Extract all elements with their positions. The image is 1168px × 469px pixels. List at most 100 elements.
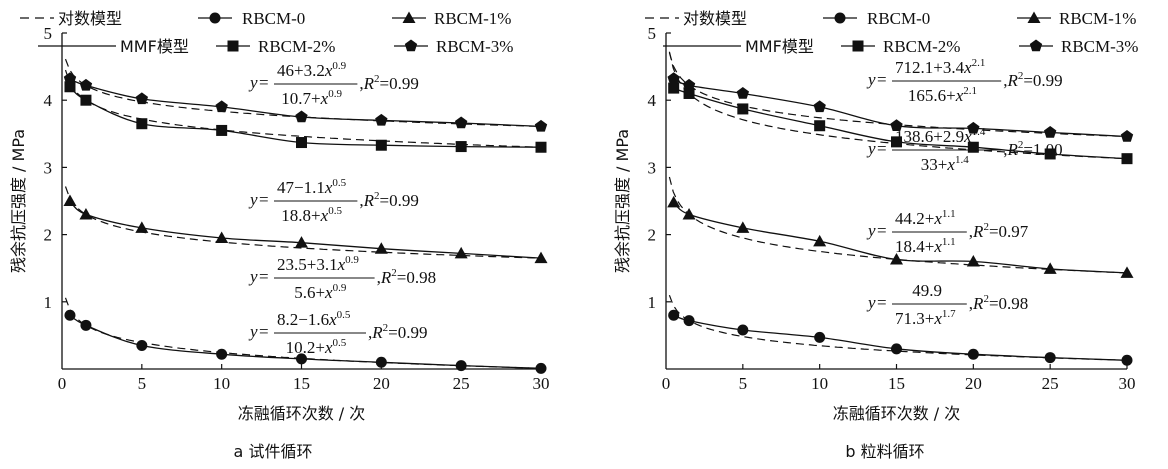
data-point-square [375, 139, 387, 151]
fit-equation: y = 47−1.1x0.5 18.8+x0.5 ,R2=0.99 [248, 177, 419, 225]
legend-s3-label: RBCM-3% [436, 37, 513, 56]
y-tick-label: 1 [44, 293, 53, 312]
x-tick-label: 0 [662, 374, 671, 393]
mmf-fit-curve [673, 201, 1128, 274]
legend-s0-marker [209, 12, 221, 24]
x-tick-label: 25 [453, 374, 470, 393]
x-tick-label: 25 [1042, 374, 1059, 393]
y-tick-label: 2 [44, 226, 53, 245]
equation-y: y [866, 139, 876, 158]
y-tick-label: 1 [648, 293, 657, 312]
equation-denominator: 10.2+x0.5 [286, 337, 347, 357]
data-point-triangle [374, 242, 388, 254]
legend-s3-label: RBCM-3% [1061, 37, 1138, 56]
equation-r2: ,R2=0.99 [359, 190, 418, 210]
data-point-square [64, 81, 76, 93]
y-axis-title: 残余抗压强度 / MPa [613, 129, 632, 273]
fit-equation: y =138.6+2.9x1.433+x1.4,R2=1.00 [866, 126, 1063, 174]
data-point-pentagon [967, 121, 980, 134]
legend-s3-marker [404, 39, 418, 52]
equation-numerator: 49.9 [912, 281, 942, 300]
data-point-square [1121, 153, 1133, 165]
data-point-pentagon [1043, 125, 1057, 138]
equation-equals: = [877, 221, 887, 240]
data-point-square [737, 103, 749, 115]
data-point-triangle [215, 231, 229, 243]
data-point-pentagon [1120, 129, 1134, 142]
panel-caption: b 粒料循环 [845, 442, 924, 461]
equation-equals: = [259, 73, 269, 92]
legend-s0-marker [834, 12, 846, 24]
mmf-fit-curve [69, 200, 542, 259]
equation-numerator: 23.5+3.1x0.9 [277, 254, 359, 274]
data-point-triangle [1120, 266, 1134, 278]
legend-log-label: 对数模型 [683, 9, 747, 28]
data-point-pentagon [813, 100, 826, 113]
equation-denominator: 165.6+x2.1 [908, 85, 977, 105]
legend-s1-marker [402, 11, 416, 23]
equation-equals: = [259, 190, 269, 209]
data-point-triangle [966, 254, 980, 267]
data-point-pentagon [667, 72, 680, 84]
data-point-circle [216, 348, 228, 360]
data-point-circle [891, 343, 902, 355]
data-point-pentagon [135, 92, 149, 105]
equation-equals: = [877, 293, 887, 312]
y-tick-label: 5 [648, 24, 657, 43]
data-point-pentagon [736, 86, 750, 99]
panel-caption: a 试件循环 [234, 442, 313, 461]
data-point-pentagon [295, 110, 308, 123]
data-point-triangle [454, 246, 468, 259]
legend-s2-label: RBCM-2% [883, 37, 960, 56]
equation-y: y [248, 190, 258, 209]
x-tick-label: 10 [213, 374, 230, 393]
x-tick-label: 30 [533, 374, 550, 393]
data-point-circle [535, 362, 547, 374]
data-point-pentagon [375, 113, 388, 126]
fit-equation: y = 44.2+x1.1 18.4+x1.1 ,R2=0.97 [866, 208, 1029, 256]
data-point-circle [737, 324, 749, 336]
data-point-circle [296, 353, 307, 365]
x-tick-label: 10 [811, 374, 828, 393]
data-point-square [891, 136, 902, 148]
data-point-circle [80, 319, 92, 331]
equation-numerator: 44.2+x1.1 [895, 208, 956, 228]
y-tick-label: 4 [44, 91, 53, 110]
equation-numerator: 8.2−1.6x0.5 [277, 309, 351, 329]
data-point-triangle [534, 251, 548, 264]
chart-panel-b: 0 5 10 15 20 25 30 1 2 3 4 5 冻融循环次数 / 次 残余抗压强度 / MPa b… [613, 9, 1138, 461]
legend-s2-marker [852, 40, 864, 52]
equation-equals: = [259, 322, 269, 341]
x-tick-label: 5 [739, 374, 748, 393]
data-point-triangle [63, 194, 77, 206]
legend-s2-marker [227, 40, 239, 52]
data-point-circle [814, 331, 826, 343]
legend-s0-label: RBCM-0 [867, 9, 930, 28]
data-point-pentagon [79, 78, 93, 91]
equation-y: y [248, 267, 258, 286]
equation-numerator: 46+3.2x0.9 [277, 60, 347, 80]
data-point-circle [1044, 352, 1056, 364]
log-model-curve [668, 176, 1128, 274]
legend-s1-label: RBCM-1% [434, 9, 511, 28]
y-tick-label: 3 [648, 158, 657, 177]
data-point-pentagon [682, 78, 696, 91]
y-tick-label: 4 [648, 91, 657, 110]
data-point-circle [64, 309, 76, 321]
equation-denominator: 71.3+x1.7 [895, 308, 956, 328]
equation-denominator: 18.8+x0.5 [281, 205, 342, 225]
legend-log-label: 对数模型 [58, 9, 122, 28]
data-point-triangle [736, 221, 750, 233]
data-point-pentagon [890, 119, 903, 131]
log-model-curve [64, 69, 542, 148]
legend-s1-label: RBCM-1% [1059, 9, 1136, 28]
equation-equals: = [877, 70, 887, 89]
x-axis-title: 冻融循环次数 / 次 [238, 404, 366, 423]
x-tick-label: 20 [373, 374, 390, 393]
data-point-square [455, 141, 467, 153]
equation-r2: ,R2=0.98 [377, 267, 436, 287]
data-point-circle [1121, 354, 1133, 366]
legend-s1-marker [1027, 11, 1041, 23]
equation-denominator: 18.4+x1.1 [895, 236, 956, 256]
equation-y: y [866, 221, 876, 240]
